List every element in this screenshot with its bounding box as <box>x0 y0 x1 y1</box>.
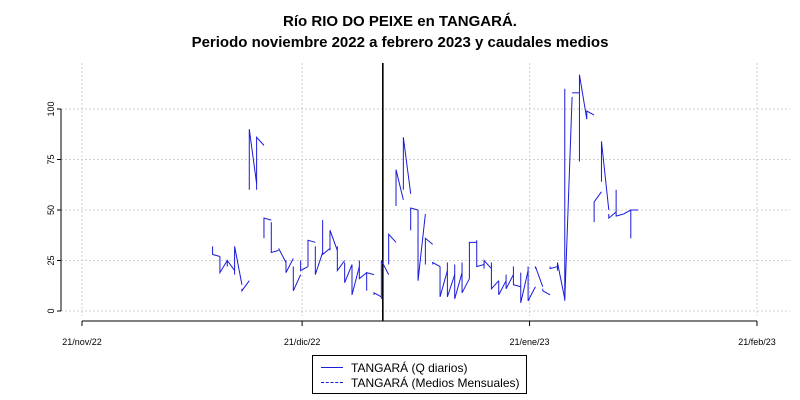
daily-flow-segment <box>300 260 309 272</box>
daily-flow-segment <box>358 260 367 280</box>
chart-title-line1: Río RIO DO PEIXE en TANGARÁ. <box>283 13 517 30</box>
daily-flow-segment <box>336 246 346 273</box>
daily-flow-segment <box>578 74 588 162</box>
y-tick-label: 100 <box>46 101 56 116</box>
daily-flow-segment <box>248 129 258 190</box>
daily-flow-segment <box>512 266 521 288</box>
daily-flow-segment <box>505 274 514 290</box>
y-tick-label: 0 <box>46 308 56 313</box>
series-q-diarios <box>212 74 639 304</box>
daily-flow-segment <box>395 169 404 206</box>
daily-flow-segment <box>520 270 529 304</box>
daily-flow-segment <box>498 280 507 296</box>
y-tick-label: 50 <box>46 205 56 215</box>
daily-flow-segment <box>366 271 375 291</box>
legend-label-q-diarios: TANGARÁ (Q diarios) <box>351 361 468 375</box>
daily-flow-segment <box>556 262 566 299</box>
y-tick-label: 75 <box>46 154 56 164</box>
daily-flow-segment <box>292 266 302 292</box>
x-tick-label: 21/ene/23 <box>510 337 550 347</box>
daily-flow-segment <box>483 259 492 269</box>
chart-title-line2: Periodo noviembre 2022 a febrero 2023 y … <box>191 34 609 51</box>
daily-flow-segment <box>241 280 250 293</box>
x-tick-label: 21/dic/22 <box>284 337 321 347</box>
daily-flow-segment <box>446 262 456 298</box>
daily-flow-segment <box>615 189 624 217</box>
daily-flow-segment <box>212 246 221 257</box>
daily-flow-segment <box>424 237 434 265</box>
legend-label-medios-mensuales: TANGARÁ (Medios Mensuales) <box>351 376 520 390</box>
daily-flow-segment <box>417 210 426 281</box>
daily-flow-segment <box>476 240 485 268</box>
daily-flow-segment <box>351 264 360 295</box>
legend-entry-q-diarios: TANGARÁ (Q diarios) <box>313 360 526 376</box>
daily-flow-segment <box>344 262 353 283</box>
daily-flow-segment <box>285 258 294 273</box>
daily-flow-segment <box>593 191 602 223</box>
daily-flow-segment <box>226 258 236 271</box>
daily-flow-segment <box>219 256 228 275</box>
daily-flow-segment <box>410 207 419 231</box>
axes: 0 25 50 75 100 21/nov/22 21/dic/22 21/ene/23 21/… <box>46 63 776 347</box>
legend-solid-line-swatch <box>321 367 343 368</box>
daily-flow-segment <box>468 241 477 279</box>
daily-flow-segment <box>630 209 639 239</box>
daily-flow-segment <box>373 291 382 298</box>
x-tick-label: 21/nov/22 <box>62 337 102 347</box>
daily-flow-segment <box>380 260 390 299</box>
daily-flow-segment <box>329 230 338 251</box>
daily-flow-segment <box>623 209 632 215</box>
daily-flow-segment <box>461 262 470 294</box>
daily-flow-segment <box>388 232 397 265</box>
daily-flow-segment <box>549 266 558 270</box>
daily-flow-segment <box>454 264 463 300</box>
y-tick-label: 25 <box>46 255 56 265</box>
daily-flow-segment <box>608 211 617 220</box>
daily-flow-segment <box>263 217 272 239</box>
daily-flow-segment <box>278 248 287 263</box>
daily-flow-segment <box>402 137 412 194</box>
daily-flow-segment <box>439 266 448 297</box>
daily-flow-segment <box>586 110 595 120</box>
daily-flow-segment <box>490 262 500 291</box>
daily-flow-segment <box>564 88 573 301</box>
daily-flow-segment <box>307 239 316 267</box>
x-tick-label: 21/feb/23 <box>738 337 776 347</box>
daily-flow-segment <box>534 266 544 287</box>
legend-dashed-line-swatch <box>321 382 343 383</box>
daily-flow-segment <box>600 141 610 211</box>
daily-flow-segment <box>270 222 279 254</box>
daily-flow-segment <box>256 135 265 190</box>
daily-flow-segment <box>314 246 324 275</box>
legend-entry-medios-mensuales: TANGARÁ (Medios Mensuales) <box>313 375 526 391</box>
daily-flow-segment <box>322 220 331 256</box>
daily-flow-segment <box>542 288 551 296</box>
grid <box>57 63 790 316</box>
legend: TANGARÁ (Q diarios) TANGARÁ (Medios Mens… <box>312 355 527 394</box>
daily-flow-segment <box>234 246 243 285</box>
daily-flow-segment <box>527 266 536 302</box>
daily-flow-segment <box>432 261 441 267</box>
